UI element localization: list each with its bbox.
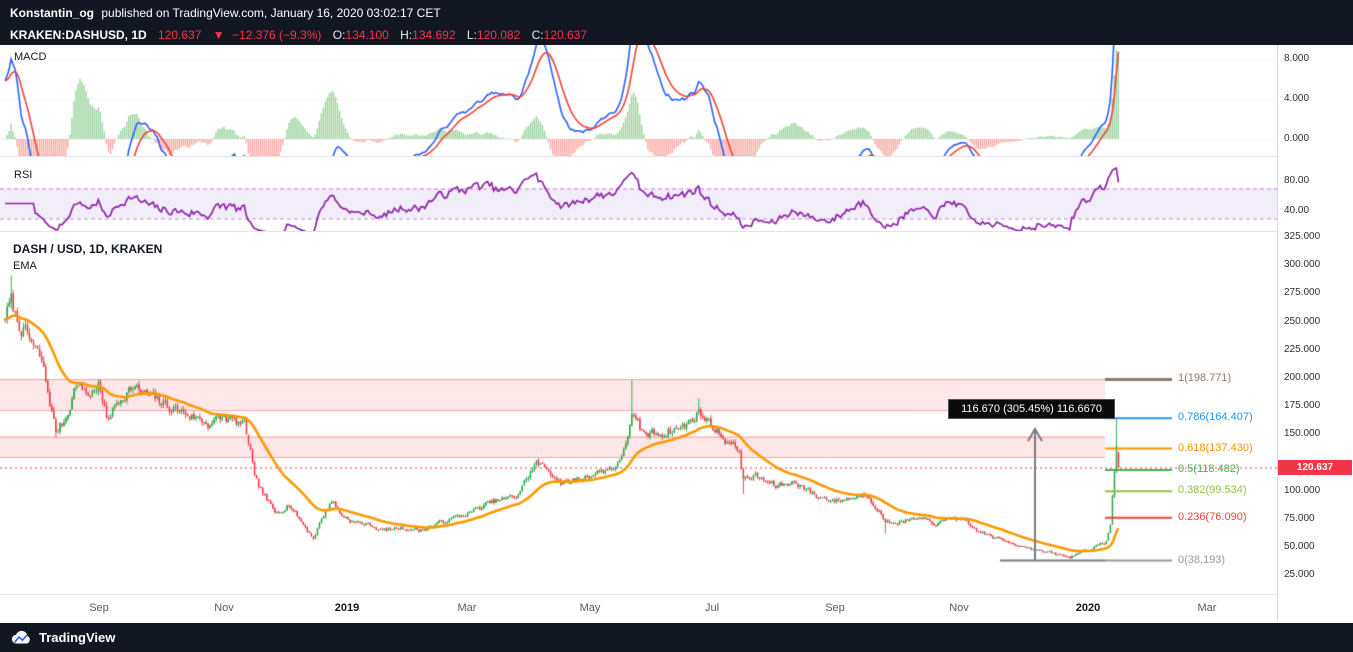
price-axis-label: 275.000	[1284, 287, 1321, 299]
time-axis-label: 2020	[1075, 602, 1101, 614]
time-axis-label: May	[579, 602, 601, 614]
low-label: L:	[466, 28, 477, 42]
price-change: −12.376 (−9.3%)	[232, 28, 322, 42]
price-axis-label: 250.000	[1284, 315, 1321, 327]
fib-level-label: 0.786(164.407)	[1178, 411, 1253, 424]
chart-legend-symbol[interactable]: DASH / USD, 1D, KRAKEN	[13, 242, 163, 256]
fib-level-label: 0.382(99.534)	[1178, 484, 1247, 497]
publisher-name: Konstantin_og	[10, 6, 94, 20]
time-axis-label: Sep	[825, 602, 845, 614]
time-axis-border	[0, 594, 1353, 595]
close-value: 120.637	[543, 28, 588, 42]
price-axis-label: 300.000	[1284, 259, 1321, 271]
macd-axis-label: 0.000	[1284, 133, 1310, 144]
pane-divider[interactable]	[0, 231, 1353, 232]
tradingview-logo-icon[interactable]	[10, 630, 33, 645]
fib-level-label: 0.236(76.090)	[1178, 510, 1247, 523]
high-label: H:	[400, 28, 413, 42]
time-axis[interactable]: Sep Nov 2019 Mar May Jul Sep Nov 2020 Mar	[0, 595, 1277, 623]
macd-plot[interactable]	[0, 45, 1277, 157]
pane-divider[interactable]	[0, 156, 1353, 157]
macd-axis-label: 4.000	[1284, 93, 1310, 104]
direction-down-icon: ▼	[212, 28, 225, 42]
time-axis-label: 2019	[334, 602, 360, 614]
time-axis-label: Sep	[89, 602, 109, 614]
open-label: O:	[332, 28, 346, 42]
fib-level-label: 0.618(137.430)	[1178, 441, 1253, 454]
last-price: 120.637	[158, 28, 202, 42]
rsi-axis-label: 80.00	[1284, 175, 1310, 186]
price-axis[interactable]: 8.000 4.000 0.000 80.00 40.00 325.000 300.000 2…	[1277, 45, 1353, 622]
price-axis-label: 50.000	[1284, 541, 1315, 553]
macd-axis-label: 8.000	[1284, 53, 1310, 64]
price-axis-label: 75.000	[1284, 513, 1315, 524]
ema-legend[interactable]: EMA	[13, 260, 37, 272]
rsi-legend[interactable]: RSI	[14, 169, 33, 181]
footer-bar: TradingView	[0, 623, 1353, 652]
price-axis-label: 100.000	[1284, 484, 1321, 496]
measurement-tooltip: 116.670 (305.45%) 116.6670	[948, 399, 1115, 419]
rsi-axis-label: 40.00	[1284, 205, 1310, 216]
last-price-badge: 120.637	[1278, 459, 1352, 475]
time-axis-label: Nov	[949, 602, 969, 614]
price-axis-label: 150.000	[1284, 428, 1321, 440]
low-value: 120.082	[476, 28, 521, 42]
publish-info: published on TradingView.com, January 16…	[101, 6, 441, 20]
high-value: 134.692	[412, 28, 456, 42]
price-axis-label: 200.000	[1284, 372, 1321, 383]
symbol-title[interactable]: KRAKEN:DASHUSD, 1D	[10, 28, 147, 42]
price-axis-label: 325.000	[1284, 231, 1321, 242]
publish-header: Konstantin_og published on TradingView.c…	[0, 0, 1353, 26]
fib-level-label: 0.5(118.482)	[1178, 462, 1240, 475]
open-value: 134.100	[345, 28, 389, 42]
macd-legend[interactable]: MACD	[14, 51, 47, 63]
time-axis-label: Jul	[704, 602, 720, 614]
time-axis-label: Nov	[214, 602, 234, 614]
footer-brand[interactable]: TradingView	[39, 630, 116, 645]
fib-level-label: 0(38.193)	[1178, 553, 1226, 566]
symbol-bar[interactable]: KRAKEN:DASHUSD, 1D 120.637 ▼ −12.376 (−9…	[0, 26, 1353, 45]
price-axis-label: 25.000	[1284, 569, 1315, 581]
time-axis-label: Mar	[457, 602, 477, 614]
close-label: C:	[531, 28, 544, 42]
rsi-plot[interactable]	[0, 157, 1277, 232]
fib-level-label: 1(198.771)	[1178, 372, 1232, 385]
price-axis-label: 225.000	[1284, 343, 1321, 355]
time-axis-label: Mar	[1197, 602, 1217, 614]
price-axis-label: 175.000	[1284, 400, 1321, 412]
